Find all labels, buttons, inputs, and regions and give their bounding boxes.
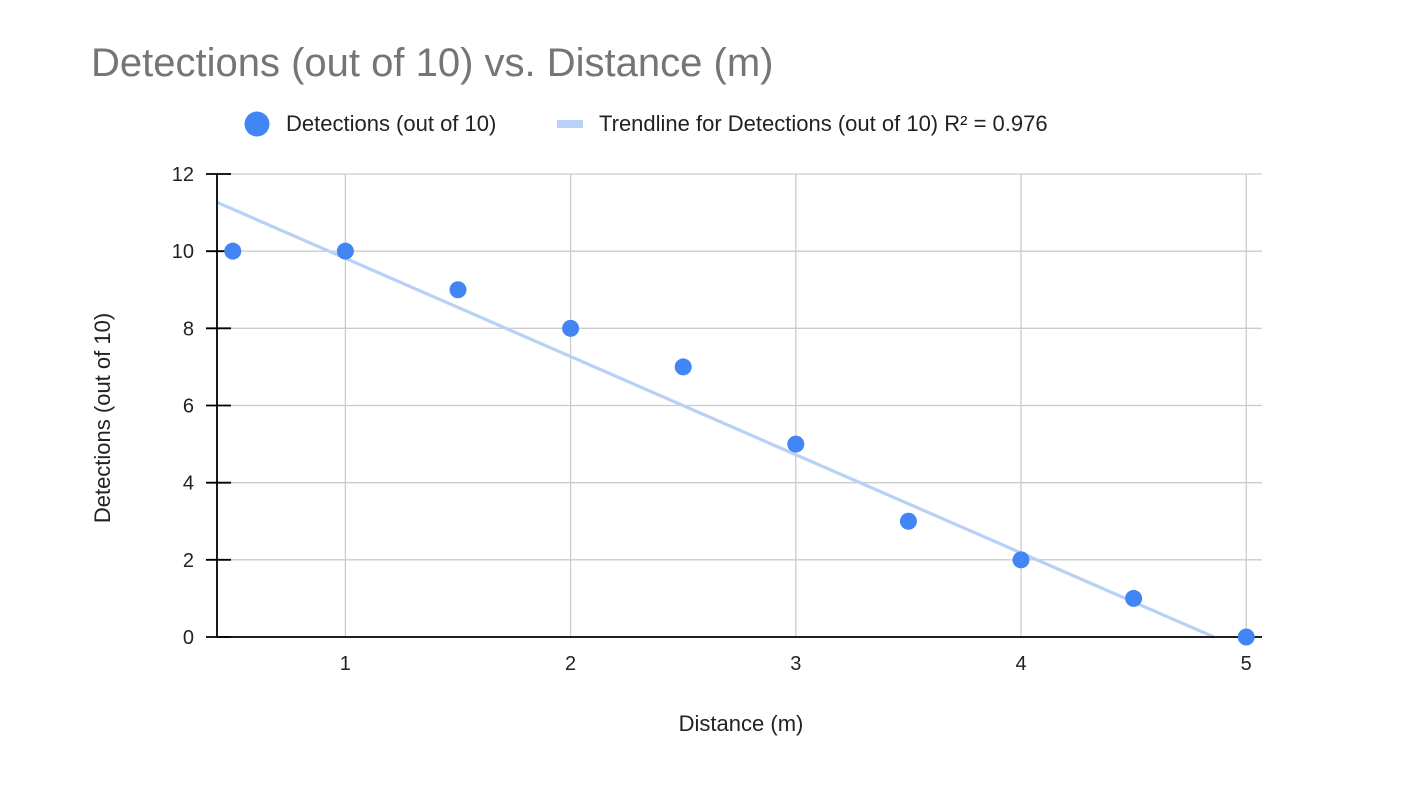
x-tick-label: 1 xyxy=(340,653,351,675)
data-points xyxy=(224,242,1255,646)
y-tick-label: 2 xyxy=(183,550,194,572)
y-tick-label: 12 xyxy=(172,164,194,186)
trendline xyxy=(216,200,1215,639)
data-point xyxy=(224,242,242,260)
data-point xyxy=(1012,551,1030,569)
y-tick-label: 0 xyxy=(183,627,194,649)
data-point xyxy=(1237,628,1255,646)
axes xyxy=(206,173,1262,638)
x-tick-label: 3 xyxy=(790,653,801,675)
data-point xyxy=(899,512,917,530)
x-tick-label: 2 xyxy=(565,653,576,675)
y-tick-label: 10 xyxy=(172,241,194,263)
data-point xyxy=(336,242,354,260)
trendline-layer xyxy=(216,200,1215,639)
y-tick-label: 6 xyxy=(183,396,194,418)
chart-title: Detections (out of 10) vs. Distance (m) xyxy=(91,41,773,85)
y-tick-label: 4 xyxy=(183,473,194,495)
legend-marker-detections xyxy=(244,111,270,137)
data-point xyxy=(449,281,467,299)
y-axis-title: Detections (out of 10) xyxy=(90,313,115,523)
y-tick-label: 8 xyxy=(183,318,194,340)
legend-marker-trendline xyxy=(557,120,583,128)
data-point xyxy=(562,319,580,337)
x-axis-title: Distance (m) xyxy=(679,711,804,736)
gridlines xyxy=(217,173,1262,637)
data-point xyxy=(1125,589,1143,607)
legend-label-detections: Detections (out of 10) xyxy=(286,111,496,136)
x-tick-label: 5 xyxy=(1241,653,1252,675)
data-point xyxy=(787,435,805,453)
legend-label-trendline: Trendline for Detections (out of 10) R² … xyxy=(599,111,1048,136)
legend: Detections (out of 10) Trendline for Det… xyxy=(244,111,1048,137)
x-tick-label: 4 xyxy=(1015,653,1026,675)
data-point xyxy=(674,358,692,376)
